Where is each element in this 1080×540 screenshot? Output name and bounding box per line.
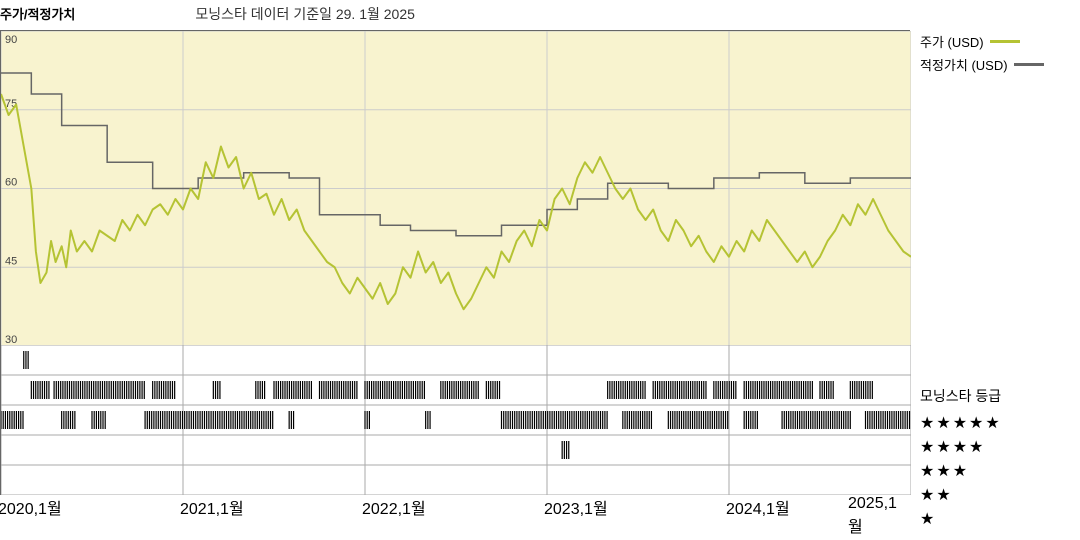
rating-legend-row: ★★★: [920, 460, 1080, 484]
rating-legend: 모닝스타 등급 ★★★★★★★★★★★★★★★: [920, 386, 1080, 532]
legend-price: 주가 (USD): [920, 30, 1080, 53]
legend-price-swatch: [990, 40, 1020, 43]
x-axis-tick: 2022,1월: [362, 495, 426, 519]
legend-fair-label: 적정가치 (USD): [920, 55, 1008, 74]
x-axis-tick: 2020,1월: [0, 495, 62, 519]
svg-text:45: 45: [5, 255, 17, 267]
legend-fair-swatch: [1014, 63, 1044, 66]
rating-legend-title: 모닝스타 등급: [920, 386, 1080, 406]
legend-fair: 적정가치 (USD): [920, 53, 1080, 76]
rating-legend-row: ★: [920, 508, 1080, 532]
chart-title: 주가/적정가치: [0, 4, 75, 23]
rating-legend-row: ★★★★★: [920, 412, 1080, 436]
rating-legend-row: ★★★★: [920, 436, 1080, 460]
x-axis: 2020,1월2021,1월2022,1월2023,1월2024,1월2025,…: [0, 495, 910, 515]
rating-legend-row: ★★: [920, 484, 1080, 508]
legend-price-label: 주가 (USD): [920, 32, 984, 51]
chart-subtitle: 모닝스타 데이터 기준일 29. 1월 2025: [195, 4, 415, 24]
svg-text:60: 60: [5, 177, 17, 189]
x-axis-tick: 2025,1월: [848, 495, 908, 537]
x-axis-tick: 2021,1월: [180, 495, 244, 519]
x-axis-tick: 2024,1월: [726, 495, 790, 519]
svg-text:90: 90: [5, 34, 17, 46]
x-axis-tick: 2023,1월: [544, 495, 608, 519]
rating-history-chart: [0, 345, 910, 495]
price-fair-value-chart: 3045607590: [0, 30, 910, 345]
